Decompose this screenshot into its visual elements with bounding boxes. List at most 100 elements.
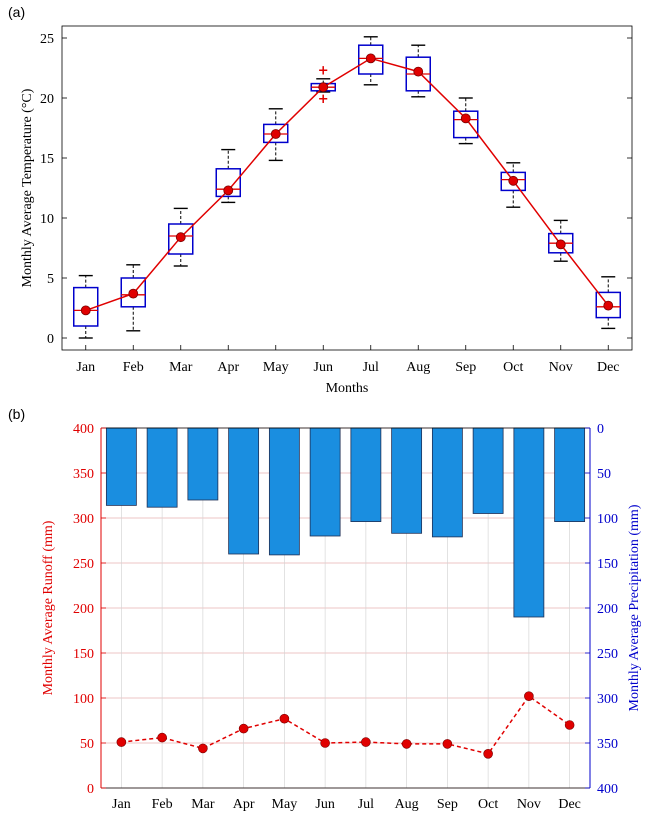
x-tick-label: Sep (437, 797, 458, 812)
box-iqr (168, 223, 194, 255)
mean-point (175, 232, 186, 243)
precipitation-bar-nov (513, 427, 545, 618)
mean-point (508, 175, 519, 186)
precipitation-bar-feb (146, 427, 178, 508)
outlier-marker: + (318, 63, 329, 78)
right-tick-label: 300 (597, 692, 618, 707)
mean-point (128, 288, 139, 299)
x-tick-label: Mar (191, 797, 215, 812)
y-axis-label: Monthly Average Temperature (°C) (20, 88, 35, 287)
x-tick-label: Aug (395, 797, 419, 812)
y-tick-label: 0 (47, 332, 54, 347)
x-tick-label: May (263, 360, 289, 375)
left-tick-label: 100 (73, 692, 94, 707)
left-tick-label: 250 (73, 557, 94, 572)
runoff-point (524, 691, 534, 702)
left-tick-label: 300 (73, 512, 94, 527)
mean-point (318, 82, 329, 93)
y-tick-label: 20 (40, 92, 54, 107)
runoff-point (483, 748, 493, 759)
x-tick-label: Jun (315, 797, 334, 812)
mean-point (555, 239, 566, 250)
x-tick-label: Feb (123, 360, 144, 375)
mean-point (603, 300, 614, 311)
left-tick-label: 50 (80, 737, 94, 752)
right-tick-label: 100 (597, 512, 618, 527)
precipitation-bar-jan (105, 427, 137, 506)
precipitation-bar-apr (228, 427, 260, 555)
mean-point (80, 305, 91, 316)
outlier-marker: + (318, 92, 329, 107)
left-tick-label: 400 (73, 422, 94, 437)
x-tick-label: Jun (314, 360, 333, 375)
x-tick-label: Jul (358, 797, 374, 812)
mean-point (413, 66, 424, 77)
y-tick-label: 5 (47, 272, 54, 287)
mean-line (85, 57, 609, 312)
box-aug (405, 44, 431, 98)
mean-point (365, 53, 376, 64)
runoff-line (121, 695, 571, 755)
box-iqr (358, 44, 384, 75)
runoff-point (320, 738, 330, 748)
temperature-box-chart: 0 5 10 15 20 25 Jan Feb Mar Apr May Jun Jul Aug Sep Oct… (20, 25, 633, 396)
precipitation-bar-may (268, 427, 300, 556)
x-tick-label: Aug (406, 360, 430, 375)
right-tick-label: 250 (597, 647, 618, 662)
x-tick-label: Dec (597, 360, 620, 375)
box-iqr (500, 171, 526, 192)
x-tick-label: Apr (233, 797, 255, 812)
y-tick-label: 15 (40, 152, 54, 167)
precipitation-bar-jun (309, 427, 341, 537)
runoff-point (157, 732, 167, 743)
left-axis-label: Monthly Average Runoff (mm) (41, 520, 56, 695)
runoff-point (198, 743, 208, 754)
x-tick-label: Feb (152, 797, 173, 812)
x-tick-label: Apr (217, 360, 239, 375)
x-axis-label: Months (326, 381, 369, 396)
left-tick-label: 200 (73, 602, 94, 617)
x-tick-label: Jan (112, 797, 131, 812)
x-tick-label: Dec (558, 797, 581, 812)
precipitation-bar-dec (554, 427, 586, 522)
precipitation-bar-mar (187, 427, 219, 501)
panel-b-label: (b) (8, 406, 26, 422)
left-tick-label: 150 (73, 647, 94, 662)
box-mar (168, 207, 194, 267)
right-tick-label: 400 (597, 782, 618, 797)
y-tick-label: 10 (40, 212, 54, 227)
x-tick-label: Jan (76, 360, 95, 375)
x-tick-label: Oct (503, 360, 523, 375)
right-tick-label: 150 (597, 557, 618, 572)
runoff-point (401, 739, 412, 749)
precipitation-bar-aug (391, 427, 423, 534)
left-tick-label: 0 (87, 782, 94, 797)
right-tick-label: 200 (597, 602, 618, 617)
box-iqr (595, 291, 621, 319)
right-tick-label: 50 (597, 467, 611, 482)
box-iqr (215, 168, 241, 198)
right-tick-label: 350 (597, 737, 618, 752)
mean-point (270, 129, 281, 139)
precipitation-bar-sep (431, 427, 463, 538)
x-tick-label: Nov (517, 797, 541, 812)
right-axis-label: Monthly Average Precipitation (mm) (627, 504, 642, 711)
x-tick-label: Sep (455, 360, 476, 375)
x-tick-label: Oct (478, 797, 498, 812)
precipitation-bar-jul (350, 427, 382, 522)
y-tick-label: 25 (40, 32, 54, 47)
plot-frame (61, 25, 633, 351)
runoff-point (564, 720, 575, 730)
box-jul (358, 36, 384, 86)
x-tick-label: Jul (363, 360, 379, 375)
mean-point (460, 113, 471, 124)
x-tick-label: Nov (549, 360, 573, 375)
panel-a-label: (a) (8, 4, 26, 20)
box-iqr (453, 110, 479, 139)
left-tick-label: 350 (73, 467, 94, 482)
runoff-point (116, 737, 127, 747)
mean-point (223, 185, 234, 196)
box-iqr (120, 277, 146, 308)
right-tick-label: 0 (597, 422, 604, 437)
